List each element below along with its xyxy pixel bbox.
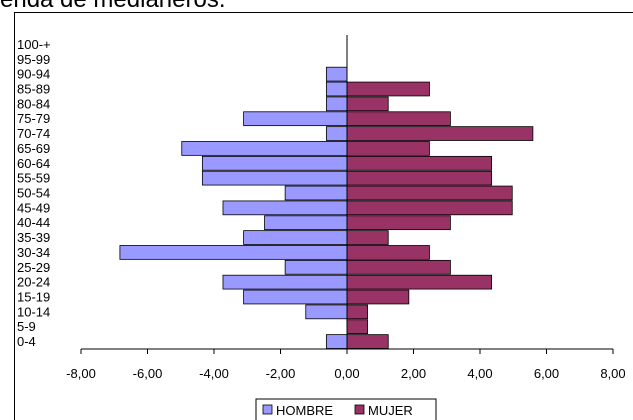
x-tick-label: -8,00 — [66, 366, 96, 381]
category-label: 10-14 — [17, 304, 50, 319]
bar-mujer-80-84 — [346, 96, 389, 112]
axis-group: -8,00 -6,00 -4,00 -2,00 0,00 2,00 4,00 6,00 8,00 — [66, 35, 626, 381]
category-label: 60-64 — [17, 156, 50, 171]
bar-hombre-50-54 — [284, 185, 348, 201]
bar-hombre-30-34 — [119, 245, 348, 260]
category-label: 30-34 — [17, 245, 50, 260]
bar-mujer-75-79 — [346, 111, 451, 127]
bar-hombre-10-14 — [305, 304, 348, 320]
chart-title: enda de medianeros. — [0, 0, 226, 12]
bar-mujer-65-69 — [346, 141, 430, 156]
x-tick-label: 4,00 — [467, 366, 492, 381]
bar-mujer-5-9 — [346, 319, 369, 335]
category-label: 5-9 — [17, 319, 36, 334]
category-label: 75-79 — [17, 111, 50, 126]
bar-hombre-75-79 — [243, 111, 348, 127]
category-label: 100-+ — [17, 37, 51, 52]
bars-group — [119, 66, 534, 349]
legend-box — [255, 398, 437, 420]
category-label: 65-69 — [17, 141, 50, 156]
category-label: 35-39 — [17, 230, 50, 245]
bar-hombre-20-24 — [222, 274, 348, 290]
category-label: 45-49 — [17, 200, 50, 215]
bar-hombre-85-89 — [325, 81, 348, 97]
title-clip: enda de medianeros. — [0, 0, 633, 12]
category-label: 50-54 — [17, 186, 50, 201]
bar-hombre-45-49 — [222, 200, 348, 216]
category-label: 15-19 — [17, 290, 50, 305]
category-label: 25-29 — [17, 260, 50, 275]
legend-swatch-mujer — [354, 404, 365, 415]
bar-mujer-55-59 — [346, 170, 493, 186]
category-label: 80-84 — [17, 96, 50, 111]
category-label: 70-74 — [17, 126, 50, 141]
bar-mujer-45-49 — [346, 200, 513, 216]
category-label: 40-44 — [17, 215, 50, 230]
bar-hombre-60-64 — [201, 155, 348, 171]
bar-mujer-0-4 — [346, 334, 389, 349]
x-tick-label: -6,00 — [133, 366, 163, 381]
category-label: 55-59 — [17, 171, 50, 186]
x-tick-label: -2,00 — [266, 366, 296, 381]
category-label: 20-24 — [17, 275, 50, 290]
chart-frame — [14, 12, 633, 420]
legend-label-mujer: MUJER — [368, 403, 413, 418]
bar-hombre-35-39 — [243, 230, 348, 245]
legend-swatch-hombre — [262, 404, 273, 415]
category-label: 85-89 — [17, 82, 50, 97]
bar-hombre-90-94 — [325, 66, 348, 82]
bar-mujer-20-24 — [346, 274, 493, 290]
bar-hombre-40-44 — [264, 215, 348, 231]
bar-hombre-65-69 — [181, 141, 348, 156]
bar-mujer-10-14 — [346, 304, 369, 320]
legend-label-hombre: HOMBRE — [276, 403, 333, 418]
x-tick-label: 8,00 — [600, 366, 625, 381]
category-label: 95-99 — [17, 52, 50, 67]
bar-hombre-70-74 — [325, 126, 348, 141]
bar-mujer-40-44 — [346, 215, 451, 231]
bar-mujer-70-74 — [346, 126, 534, 141]
bar-mujer-85-89 — [346, 81, 430, 97]
bar-mujer-15-19 — [346, 289, 410, 305]
bar-hombre-15-19 — [243, 289, 348, 305]
x-tick-label: 2,00 — [401, 366, 426, 381]
bar-hombre-0-4 — [325, 334, 348, 349]
bar-mujer-30-34 — [346, 245, 430, 260]
bar-mujer-25-29 — [346, 259, 451, 275]
category-label: 90-94 — [17, 67, 50, 82]
x-tick-label: -4,00 — [199, 366, 229, 381]
legend: HOMBRE MUJER — [255, 398, 437, 420]
x-tick-label: 0,00 — [334, 366, 359, 381]
bar-hombre-55-59 — [201, 170, 348, 186]
bar-hombre-80-84 — [325, 96, 348, 112]
bar-mujer-35-39 — [346, 230, 389, 245]
category-labels-group: 0-45-910-1415-1920-2425-2930-3435-3940-4… — [17, 37, 51, 349]
bar-mujer-60-64 — [346, 155, 493, 171]
bar-mujer-50-54 — [346, 185, 513, 201]
category-label: 0-4 — [17, 334, 36, 349]
bar-hombre-25-29 — [284, 259, 348, 275]
x-tick-label: 6,00 — [534, 366, 559, 381]
